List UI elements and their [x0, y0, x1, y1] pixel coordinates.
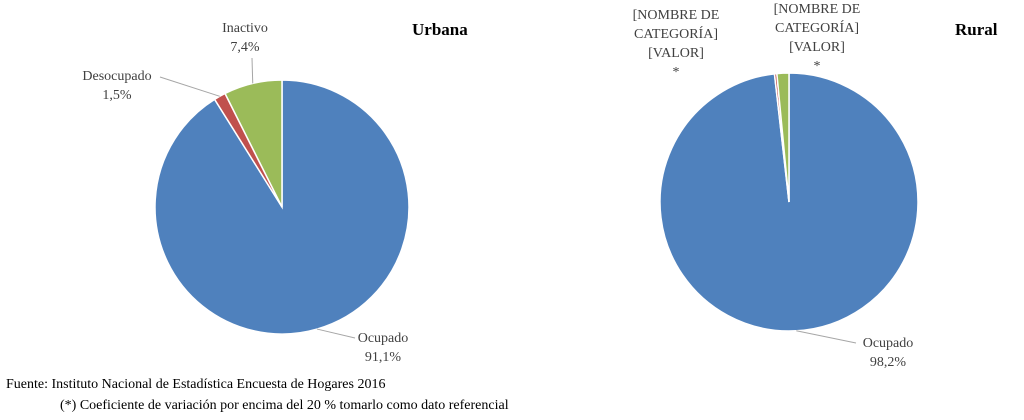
value-label: [VALOR]: [789, 40, 845, 55]
category-label: Ocupado: [357, 331, 409, 346]
slice-label: Desocupado 1,5%: [82, 67, 151, 105]
leader-line: [316, 328, 356, 339]
chart-title: Rural: [955, 20, 998, 39]
category-label: [NOMBRE DE CATEGORÍA]: [632, 8, 720, 42]
note: (*) Coeficiente de variación por encima …: [60, 398, 509, 413]
value-label: 98,2%: [869, 355, 907, 370]
slice-label: Inactivo 7,4%: [222, 19, 268, 57]
slice-label: Ocupado 91,1%: [358, 329, 409, 367]
flag-mark: *: [672, 65, 680, 80]
leader-line: [796, 330, 857, 344]
leader-line: [159, 76, 220, 97]
leader-line: [251, 57, 254, 84]
value-label: [VALOR]: [648, 46, 704, 61]
slice-label: Ocupado 98,2%: [863, 334, 914, 372]
category-label: Ocupado: [862, 336, 914, 351]
slice-label: [NOMBRE DE CATEGORÍA] [VALOR] *: [771, 0, 863, 76]
chart-title: Urbana: [412, 20, 468, 39]
value-label: 7,4%: [230, 40, 260, 55]
pie-slice: [224, 79, 283, 208]
pie-slice: [776, 72, 790, 203]
category-label: [NOMBRE DE CATEGORÍA]: [773, 2, 861, 36]
value-label: 91,1%: [364, 350, 402, 365]
flag-mark: *: [813, 59, 821, 74]
value-label: 1,5%: [102, 88, 132, 103]
category-label: Inactivo: [222, 21, 268, 36]
slice-label: [NOMBRE DE CATEGORÍA] [VALOR] *: [630, 6, 722, 82]
category-label: Desocupado: [82, 69, 152, 84]
source: Fuente: Instituto Nacional de Estadístic…: [6, 377, 386, 392]
